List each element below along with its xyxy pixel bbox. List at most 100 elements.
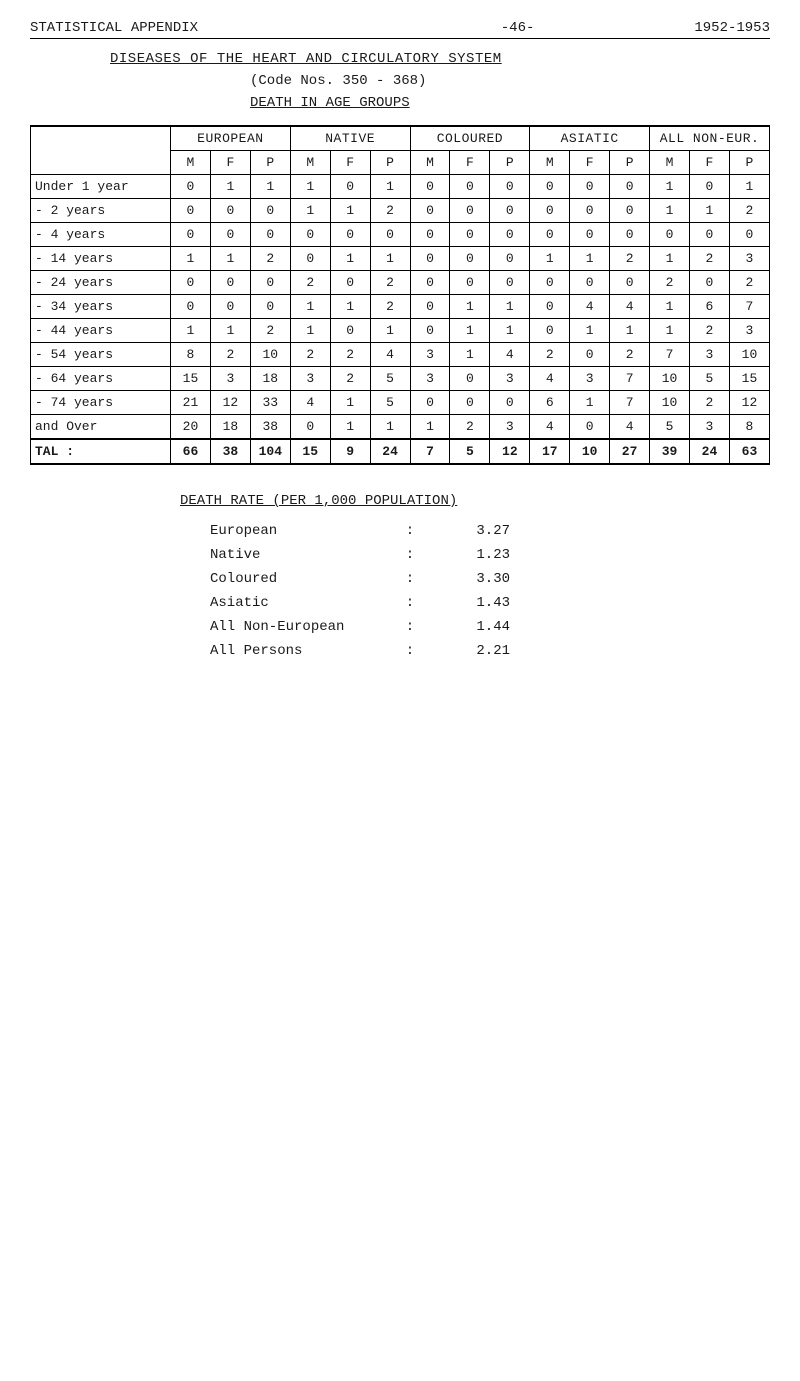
col-sub-header: F: [689, 151, 729, 175]
data-cell: 1: [290, 319, 330, 343]
row-label: Under 1 year: [31, 175, 171, 199]
total-cell: 27: [610, 439, 650, 464]
data-cell: 21: [171, 391, 211, 415]
title-diseases: DISEASES OF THE HEART AND CIRCULATORY SY…: [110, 51, 770, 67]
table-row: - 64 years1531832530343710515: [31, 367, 770, 391]
data-cell: 2: [610, 247, 650, 271]
data-cell: 0: [490, 175, 530, 199]
data-cell: 0: [689, 271, 729, 295]
data-cell: 10: [650, 391, 690, 415]
rate-colon: :: [390, 643, 430, 659]
data-cell: 1: [370, 319, 410, 343]
data-cell: 5: [370, 367, 410, 391]
data-cell: 20: [171, 415, 211, 440]
data-cell: 0: [610, 199, 650, 223]
data-cell: 3: [490, 367, 530, 391]
table-row: - 4 years000000000000000: [31, 223, 770, 247]
data-cell: 0: [210, 271, 250, 295]
total-cell: 66: [171, 439, 211, 464]
data-cell: 2: [729, 199, 769, 223]
data-cell: 5: [689, 367, 729, 391]
rate-row: All Persons:2.21: [210, 643, 770, 659]
data-cell: 0: [450, 271, 490, 295]
row-label: - 64 years: [31, 367, 171, 391]
data-cell: 1: [290, 295, 330, 319]
total-cell: 24: [689, 439, 729, 464]
rate-value: 2.21: [430, 643, 510, 659]
total-cell: 7: [410, 439, 450, 464]
data-cell: 1: [689, 199, 729, 223]
data-cell: 2: [450, 415, 490, 440]
data-cell: 1: [450, 319, 490, 343]
death-rate-title: DEATH RATE (PER 1,000 POPULATION): [180, 493, 770, 509]
total-cell: 12: [490, 439, 530, 464]
col-group-header: NATIVE: [290, 126, 410, 151]
data-cell: 1: [570, 319, 610, 343]
data-cell: 8: [171, 343, 211, 367]
col-group-header: COLOURED: [410, 126, 530, 151]
table-row: - 74 years21123341500061710212: [31, 391, 770, 415]
data-cell: 4: [610, 295, 650, 319]
table-row: - 2 years000112000000112: [31, 199, 770, 223]
data-cell: 0: [570, 415, 610, 440]
data-cell: 0: [330, 223, 370, 247]
data-cell: 0: [410, 247, 450, 271]
table-row: - 14 years112011000112123: [31, 247, 770, 271]
col-sub-header: M: [530, 151, 570, 175]
data-cell: 1: [530, 247, 570, 271]
col-group-header: EUROPEAN: [171, 126, 291, 151]
data-cell: 0: [410, 223, 450, 247]
data-cell: 1: [330, 295, 370, 319]
table-body: Under 1 year011101000000101- 2 years0001…: [31, 175, 770, 440]
page-root: STATISTICAL APPENDIX -46- 1952-1953 DISE…: [0, 0, 800, 707]
data-cell: 0: [570, 343, 610, 367]
col-sub-header: P: [729, 151, 769, 175]
data-cell: 8: [729, 415, 769, 440]
data-cell: 0: [450, 223, 490, 247]
data-cell: 0: [570, 199, 610, 223]
rate-value: 1.43: [430, 595, 510, 611]
data-cell: 0: [290, 247, 330, 271]
total-cell: 17: [530, 439, 570, 464]
col-sub-header: M: [650, 151, 690, 175]
data-cell: 2: [250, 319, 290, 343]
data-cell: 1: [490, 319, 530, 343]
data-cell: 1: [370, 175, 410, 199]
total-cell: 39: [650, 439, 690, 464]
data-cell: 0: [450, 199, 490, 223]
data-cell: 4: [570, 295, 610, 319]
col-group-header: ALL NON-EUR.: [650, 126, 770, 151]
total-cell: 5: [450, 439, 490, 464]
data-cell: 0: [570, 175, 610, 199]
data-cell: 1: [370, 247, 410, 271]
table-row: - 34 years000112011044167: [31, 295, 770, 319]
rate-row: Coloured:3.30: [210, 571, 770, 587]
header-mid: -46-: [501, 20, 535, 36]
data-cell: 1: [290, 175, 330, 199]
data-cell: 10: [650, 367, 690, 391]
col-sub-header: F: [450, 151, 490, 175]
data-cell: 1: [650, 199, 690, 223]
data-cell: 0: [490, 391, 530, 415]
rate-row: Asiatic:1.43: [210, 595, 770, 611]
data-cell: 3: [729, 319, 769, 343]
data-cell: 2: [650, 271, 690, 295]
rate-label: All Non-European: [210, 619, 390, 635]
table-total-row: TAL :6638104159247512171027392463: [31, 439, 770, 464]
data-cell: 2: [370, 199, 410, 223]
title-codes: (Code Nos. 350 - 368): [250, 73, 770, 89]
col-sub-header: P: [370, 151, 410, 175]
total-cell: 15: [290, 439, 330, 464]
row-label: - 14 years: [31, 247, 171, 271]
data-cell: 33: [250, 391, 290, 415]
data-cell: 2: [330, 343, 370, 367]
title-block: DISEASES OF THE HEART AND CIRCULATORY SY…: [110, 51, 770, 111]
data-cell: 1: [570, 247, 610, 271]
row-label: - 34 years: [31, 295, 171, 319]
col-sub-header: F: [570, 151, 610, 175]
data-cell: 0: [610, 271, 650, 295]
col-sub-header: M: [171, 151, 211, 175]
data-cell: 1: [250, 175, 290, 199]
data-cell: 0: [171, 271, 211, 295]
header-left: STATISTICAL APPENDIX: [30, 20, 501, 36]
